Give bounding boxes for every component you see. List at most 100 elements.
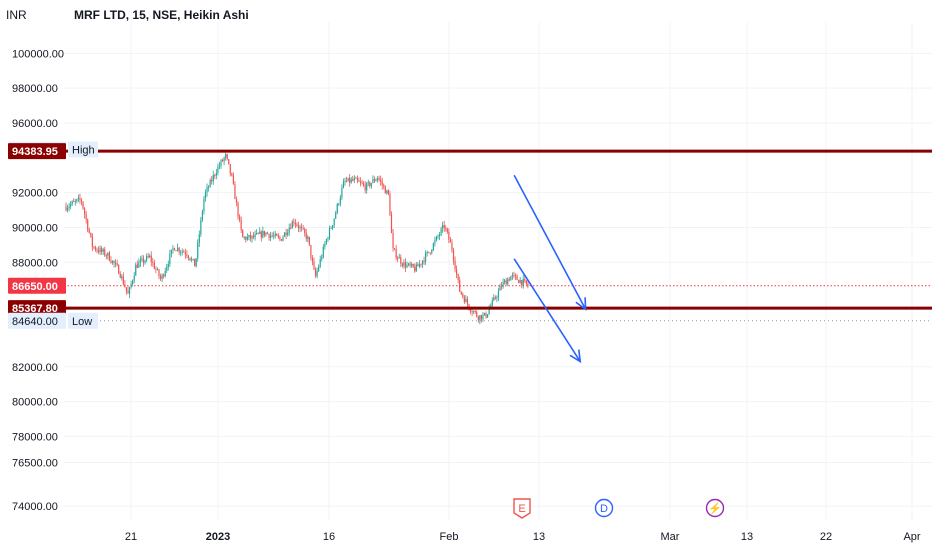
candle-body — [333, 218, 335, 226]
candle-body — [96, 249, 98, 251]
candle-layer — [65, 152, 529, 325]
candle-body — [497, 290, 500, 298]
candle-body — [513, 274, 515, 276]
candle-body — [449, 239, 451, 243]
candle-body — [158, 269, 160, 277]
candle-body — [364, 184, 366, 191]
event-label: ⚡ — [708, 502, 722, 515]
candle-body — [234, 184, 236, 200]
trend-layer — [513, 174, 587, 364]
candle-body — [332, 225, 334, 229]
candle-body — [395, 249, 397, 259]
candle-body — [414, 267, 416, 272]
candle-body — [384, 186, 386, 194]
candle-body — [136, 264, 138, 268]
candle-body — [423, 260, 425, 262]
candle-body — [462, 293, 464, 297]
candle-body — [195, 258, 197, 267]
candle-body — [361, 182, 363, 184]
candle-body — [122, 276, 124, 285]
candle-body — [457, 273, 459, 280]
candle-body — [476, 311, 478, 317]
candle-body — [197, 242, 199, 259]
price-label-box-low — [8, 312, 66, 329]
candle-body — [167, 263, 169, 267]
candle-body — [240, 219, 242, 230]
y-tick-label: 96000.00 — [12, 118, 58, 130]
candle-body — [359, 181, 362, 183]
candle-body — [141, 258, 143, 261]
candle-body — [229, 164, 231, 174]
candle-body — [288, 227, 290, 233]
x-tick-label: 22 — [820, 531, 832, 543]
candle-body — [339, 197, 341, 204]
candle-body — [208, 187, 210, 189]
candle-body — [211, 179, 213, 182]
candle-body — [156, 269, 159, 271]
candle-body — [239, 216, 241, 220]
candle-body — [499, 286, 501, 291]
candle-body — [353, 178, 355, 181]
candle-body — [322, 246, 324, 258]
candle-body — [471, 311, 473, 313]
candle-body — [90, 232, 92, 237]
y-tick-label: 98000.00 — [12, 83, 58, 95]
candle-body — [127, 290, 129, 294]
candle-body — [99, 248, 101, 252]
price-label-level: 94383.95 — [12, 146, 58, 158]
candle-body — [163, 274, 165, 277]
candle-body — [294, 222, 296, 225]
candle-body — [73, 201, 75, 203]
candle-body — [407, 263, 410, 265]
candle-body — [417, 264, 419, 267]
price-label-level: 85367.80 — [12, 303, 58, 315]
y-tick-label: 90000.00 — [12, 222, 58, 234]
candle-body — [502, 282, 504, 287]
candle-body — [152, 261, 154, 263]
candle-body — [186, 254, 188, 256]
candle-body — [493, 297, 495, 301]
x-tick-label: 2023 — [206, 531, 230, 543]
candle-body — [335, 212, 337, 219]
candle-body — [266, 232, 269, 234]
candle-body — [373, 179, 376, 182]
candle-body — [465, 299, 467, 303]
candle-body — [183, 251, 185, 253]
price-tag-low: Low — [72, 316, 92, 328]
axis-layer: 100000.00 98000.00 96000.00 92000.00 90000.0… — [8, 48, 921, 543]
candle-body — [411, 264, 413, 266]
candle-body — [328, 228, 331, 239]
dividend-event-icon — [594, 498, 614, 518]
candle-body — [527, 283, 529, 286]
candle-body — [88, 229, 90, 233]
candle-body — [212, 175, 214, 182]
candle-body — [280, 239, 283, 241]
candle-body — [231, 173, 233, 176]
candle-body — [482, 314, 484, 320]
candle-body — [474, 311, 476, 312]
price-tag-high: High — [72, 144, 95, 156]
candle-body — [215, 173, 217, 176]
candle-body — [107, 252, 109, 256]
candle-body — [105, 255, 107, 257]
candle-body — [251, 235, 253, 239]
candle-body — [94, 247, 97, 250]
candle-body — [276, 234, 278, 236]
candle-body — [172, 248, 174, 250]
candle-body — [341, 187, 343, 198]
candle-body — [308, 236, 310, 245]
candle-body — [118, 265, 120, 274]
candle-body — [307, 236, 309, 239]
candle-body — [190, 258, 193, 260]
candle-body — [324, 243, 326, 247]
candle-body — [93, 246, 95, 248]
candle-body — [283, 232, 286, 237]
candle-body — [425, 253, 427, 262]
candle-body — [223, 157, 225, 162]
candle-body — [293, 221, 295, 223]
candle-body — [356, 177, 358, 181]
candle-body — [516, 275, 518, 281]
candle-body — [345, 181, 348, 182]
candle-body — [87, 219, 89, 230]
